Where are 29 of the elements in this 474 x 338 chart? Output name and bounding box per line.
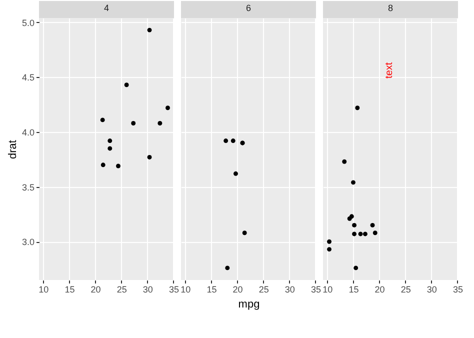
x-tick-label: 25 — [116, 284, 127, 294]
x-axis-title: mpg — [238, 298, 260, 310]
y-tick-label: 3.0 — [22, 237, 34, 248]
x-tick-label: 30 — [142, 284, 153, 294]
y-tick-label: 4.0 — [22, 128, 34, 138]
y-tick-label: 5.0 — [22, 18, 34, 28]
x-tick-label: 10 — [38, 284, 49, 294]
x-tick-label: 20 — [374, 284, 385, 294]
chart-title: 6 — [246, 3, 252, 13]
x-tick-label: 20 — [90, 284, 101, 294]
x-tick-label: 30 — [426, 284, 437, 294]
y-axis-title: drat — [6, 140, 19, 159]
x-tick-label: 30 — [284, 284, 295, 294]
x-tick-label: 35 — [168, 284, 179, 294]
y-tick-label: 4.5 — [22, 72, 34, 83]
x-tick-label: 15 — [348, 284, 359, 294]
x-tick-label: 15 — [206, 284, 217, 294]
y-tick-label: 3.5 — [22, 182, 34, 192]
annotation: text — [384, 62, 396, 78]
x-tick-label: 25 — [400, 284, 411, 294]
x-tick-label: 10 — [322, 284, 333, 294]
x-tick-label: 10 — [180, 284, 191, 294]
x-tick-label: 20 — [232, 284, 243, 294]
x-tick-label: 35 — [452, 284, 463, 294]
chart-title: 4 — [104, 3, 110, 13]
x-tick-label: 15 — [64, 284, 75, 294]
x-tick-label: 35 — [310, 284, 321, 294]
x-tick-label: 25 — [258, 284, 269, 294]
chart-title: 8 — [388, 3, 394, 13]
